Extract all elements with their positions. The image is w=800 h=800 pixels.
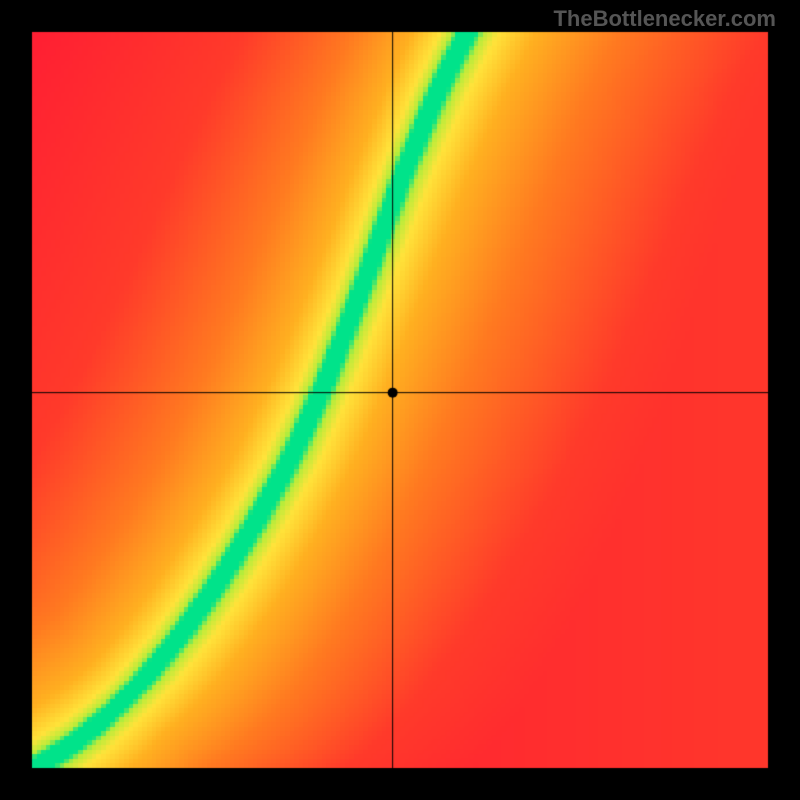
chart-container: TheBottlenecker.com [0,0,800,800]
heatmap-canvas [0,0,800,800]
watermark-text: TheBottlenecker.com [553,6,776,32]
